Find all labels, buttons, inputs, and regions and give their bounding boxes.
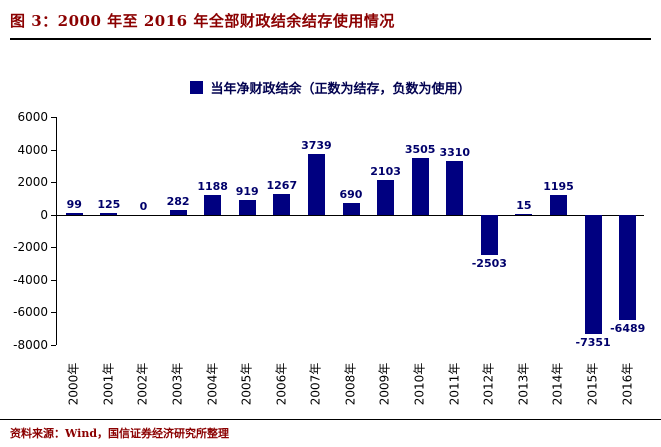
y-tick-label: -6000 <box>13 305 48 320</box>
x-tick-label-text: 2007年 <box>308 362 323 406</box>
y-tick-mark <box>51 345 56 346</box>
bar-value-label: 919 <box>235 184 259 198</box>
x-tick-label-text: 2012年 <box>481 362 496 406</box>
x-tick-label: 2005年 <box>229 350 264 418</box>
y-tick-mark <box>51 247 56 249</box>
bar-2012年 <box>480 214 498 256</box>
x-tick-label: 2013年 <box>506 350 541 418</box>
bar-2005年 <box>238 199 256 215</box>
y-tick-label: -2000 <box>13 240 48 255</box>
bar-2000年 <box>65 213 83 215</box>
y-tick-label: 4000 <box>17 142 48 157</box>
bar-2014年 <box>550 195 568 215</box>
legend-label: 当年净财政结余（正数为结存，负数为使用） <box>210 82 471 97</box>
bar-value-label: 690 <box>339 188 363 202</box>
x-tick-label: 2007年 <box>298 350 333 418</box>
bar-2011年 <box>446 160 464 215</box>
x-tick-label-text: 2016年 <box>620 362 635 406</box>
x-tick-label-text: 2015年 <box>585 362 600 406</box>
figure-header: 图 3：2000 年至 2016 年全部财政结余结存使用情况 <box>0 0 661 40</box>
x-tick-label-text: 2013年 <box>516 362 531 406</box>
x-axis-spacer <box>12 350 56 418</box>
bar-value-label: 0 <box>139 199 148 213</box>
x-tick-label-text: 2010年 <box>412 362 427 406</box>
header-rule <box>10 38 651 40</box>
y-tick-mark <box>51 214 56 216</box>
x-tick-label: 2012年 <box>471 350 506 418</box>
legend-swatch <box>190 81 204 94</box>
x-tick-label: 2014年 <box>540 350 575 418</box>
chart-legend: 当年净财政结余（正数为结存，负数为使用） <box>0 78 661 97</box>
bar-value-label: -2503 <box>471 257 507 271</box>
bar-2007年 <box>307 153 325 215</box>
x-tick-label: 2006年 <box>263 350 298 418</box>
x-tick-label: 2009年 <box>367 350 402 418</box>
bar-2003年 <box>169 210 187 215</box>
plot-area: 99 125 0 282 1188 919 1267 3739 690 2103 3505 3310 -… <box>56 117 645 349</box>
bar-2013年 <box>515 213 533 215</box>
x-tick-label-text: 2004年 <box>205 362 220 406</box>
bar-value-label: 15 <box>516 199 532 213</box>
x-tick-label: 2001年 <box>91 350 126 418</box>
x-axis: 2000年 2001年 2002年 2003年 2004年 2005年 2006年 2007年… <box>56 350 644 418</box>
bar-value-label: 1267 <box>266 179 298 193</box>
source-note: 资料来源：Wind，国信证券经济研究所整理 <box>10 427 230 440</box>
bar-2008年 <box>342 203 360 215</box>
bar-2006年 <box>273 194 291 215</box>
bar-value-label: 3310 <box>439 145 471 159</box>
figure-title: 图 3：2000 年至 2016 年全部财政结余结存使用情况 <box>10 12 395 30</box>
y-tick-label: -8000 <box>13 338 48 352</box>
x-tick-label: 2015年 <box>575 350 610 418</box>
zero-axis-line <box>57 214 644 216</box>
x-tick-label: 2011年 <box>436 350 471 418</box>
x-axis-row: 2000年 2001年 2002年 2003年 2004年 2005年 2006年 2007年… <box>12 350 661 418</box>
y-tick-label: -4000 <box>13 272 48 287</box>
x-tick-label-text: 2014年 <box>550 362 565 406</box>
bar-value-label: 99 <box>66 198 82 212</box>
bar-value-label: 1188 <box>197 180 228 194</box>
x-tick-label: 2016年 <box>609 350 644 418</box>
bar-value-label: -6489 <box>610 322 646 336</box>
x-tick-label-text: 2005年 <box>239 362 254 406</box>
bar-2016年 <box>619 214 637 321</box>
bar-value-label: 282 <box>166 195 190 209</box>
x-tick-label: 2008年 <box>333 350 368 418</box>
bar-2015年 <box>584 214 602 335</box>
x-tick-label-text: 2001年 <box>101 362 116 406</box>
bar-value-label: -7351 <box>575 336 611 350</box>
x-tick-label-text: 2002年 <box>135 362 150 406</box>
bar-2010年 <box>411 157 429 215</box>
x-tick-label: 2010年 <box>402 350 437 418</box>
y-tick-mark <box>51 312 56 314</box>
x-tick-label-text: 2003年 <box>170 362 185 406</box>
figure-footer: 资料来源：Wind，国信证券经济研究所整理 <box>0 419 661 447</box>
x-tick-label-text: 2011年 <box>447 362 462 406</box>
bar-value-label: 1195 <box>543 180 574 194</box>
bar-2009年 <box>377 180 395 215</box>
y-tick-mark <box>51 149 56 151</box>
x-tick-label: 2003年 <box>160 350 195 418</box>
y-tick-label: 2000 <box>17 175 48 190</box>
bar-value-label: 3505 <box>404 142 436 156</box>
x-tick-label-text: 2000年 <box>66 362 81 406</box>
bar-value-label: 125 <box>97 197 121 211</box>
x-tick-label: 2000年 <box>56 350 91 418</box>
y-tick-label: 0 <box>40 207 48 222</box>
bar-value-label: 2103 <box>370 165 401 179</box>
y-tick-mark <box>51 182 56 184</box>
x-tick-label-text: 2006年 <box>274 362 289 406</box>
bar-2004年 <box>204 195 222 215</box>
plot-row: 6000 4000 2000 0 -2000 -4000 -6000 -8000 99 125 0… <box>12 110 661 352</box>
bar-2001年 <box>100 212 118 215</box>
y-tick-mark <box>51 279 56 281</box>
x-tick-label: 2004年 <box>194 350 229 418</box>
y-tick-mark <box>51 117 56 118</box>
y-tick-label: 6000 <box>17 110 48 124</box>
bar-value-label: 3739 <box>301 138 332 152</box>
x-tick-label-text: 2008年 <box>343 362 358 406</box>
x-tick-label: 2002年 <box>125 350 160 418</box>
x-tick-label-text: 2009年 <box>377 362 392 406</box>
y-axis: 6000 4000 2000 0 -2000 -4000 -6000 -8000 <box>12 110 56 352</box>
